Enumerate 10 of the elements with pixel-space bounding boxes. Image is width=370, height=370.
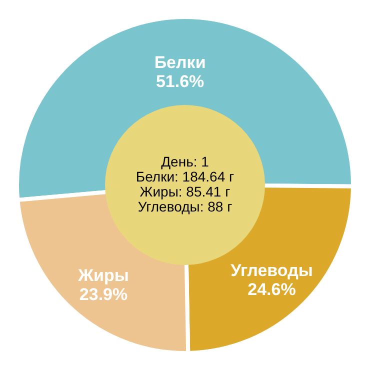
text: День: 1: [161, 154, 210, 170]
data-label: 24.6%: [248, 280, 296, 299]
slice-label: Углеводы: [230, 260, 313, 280]
text: Жиры: 85.41 г: [140, 184, 230, 200]
data-label: 51.6%: [156, 72, 204, 92]
text: Углеводы: 88 г: [138, 198, 232, 214]
text: Белки: 184.64 г: [136, 168, 234, 184]
slice-label: Жиры: [77, 266, 129, 285]
data-label: 23.9%: [79, 284, 128, 304]
slice-label: Белки: [154, 53, 206, 72]
